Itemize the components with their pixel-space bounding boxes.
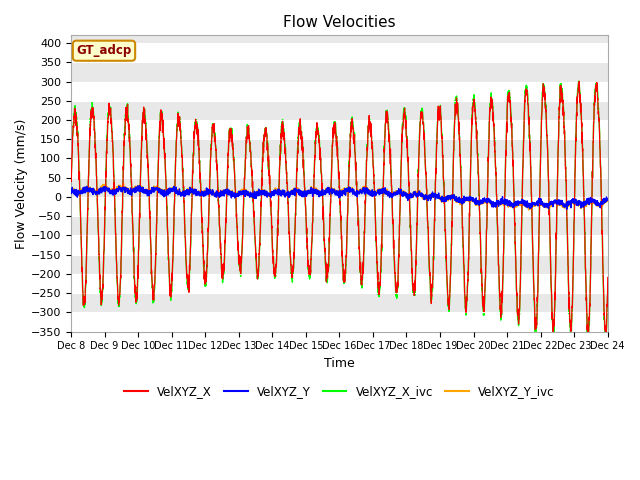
Bar bbox=[71, 120, 608, 139]
VelXYZ_Y_ivc bbox=[161, 190, 168, 196]
VelXYZ_Y_ivc bbox=[67, 188, 75, 193]
Title: Flow Velocities: Flow Velocities bbox=[283, 15, 396, 30]
VelXYZ_Y_ivc bbox=[120, 180, 127, 186]
VelXYZ_Y_ivc bbox=[604, 197, 612, 203]
VelXYZ_Y bbox=[296, 192, 304, 198]
Bar bbox=[71, 158, 608, 178]
VelXYZ_X_ivc bbox=[536, 209, 543, 215]
VelXYZ_X bbox=[273, 248, 281, 254]
VelXYZ_X_ivc bbox=[593, 84, 601, 89]
Bar bbox=[71, 43, 608, 62]
X-axis label: Time: Time bbox=[324, 357, 355, 370]
Line: VelXYZ_X: VelXYZ_X bbox=[71, 81, 608, 335]
Line: VelXYZ_Y: VelXYZ_Y bbox=[71, 186, 608, 209]
VelXYZ_Y bbox=[136, 183, 143, 189]
VelXYZ_Y bbox=[536, 199, 543, 205]
VelXYZ_Y_ivc bbox=[536, 199, 543, 205]
VelXYZ_X bbox=[536, 214, 543, 219]
VelXYZ_Y bbox=[594, 201, 602, 206]
VelXYZ_X bbox=[296, 117, 304, 123]
VelXYZ_X_ivc bbox=[273, 248, 281, 254]
VelXYZ_Y_ivc bbox=[129, 186, 136, 192]
Text: GT_adcp: GT_adcp bbox=[76, 44, 132, 57]
VelXYZ_Y_ivc bbox=[296, 192, 304, 197]
VelXYZ_X_ivc bbox=[602, 336, 610, 342]
VelXYZ_Y_ivc bbox=[273, 187, 281, 193]
VelXYZ_Y_ivc bbox=[525, 207, 532, 213]
VelXYZ_X bbox=[593, 88, 601, 94]
VelXYZ_X_ivc bbox=[67, 179, 75, 184]
Line: VelXYZ_Y_ivc: VelXYZ_Y_ivc bbox=[71, 183, 608, 210]
VelXYZ_Y bbox=[604, 197, 612, 203]
VelXYZ_Y bbox=[67, 189, 75, 194]
Bar bbox=[71, 235, 608, 255]
VelXYZ_X bbox=[67, 175, 75, 181]
VelXYZ_X bbox=[602, 332, 610, 337]
VelXYZ_X bbox=[160, 146, 168, 152]
VelXYZ_X bbox=[604, 275, 612, 280]
VelXYZ_X bbox=[129, 211, 136, 216]
VelXYZ_Y bbox=[273, 189, 281, 195]
Legend: VelXYZ_X, VelXYZ_Y, VelXYZ_X_ivc, VelXYZ_Y_ivc: VelXYZ_X, VelXYZ_Y, VelXYZ_X_ivc, VelXYZ… bbox=[120, 380, 559, 403]
VelXYZ_X_ivc bbox=[160, 142, 168, 148]
VelXYZ_Y_ivc bbox=[594, 202, 602, 207]
Y-axis label: Flow Velocity (mm/s): Flow Velocity (mm/s) bbox=[15, 118, 28, 249]
Bar bbox=[71, 274, 608, 293]
VelXYZ_X_ivc bbox=[604, 282, 612, 288]
VelXYZ_X bbox=[575, 78, 583, 84]
Bar bbox=[71, 197, 608, 216]
Bar bbox=[71, 312, 608, 332]
VelXYZ_Y bbox=[161, 191, 168, 196]
VelXYZ_Y bbox=[129, 189, 136, 195]
VelXYZ_X_ivc bbox=[575, 78, 582, 84]
Line: VelXYZ_X_ivc: VelXYZ_X_ivc bbox=[71, 81, 608, 339]
VelXYZ_X_ivc bbox=[296, 118, 304, 123]
VelXYZ_Y bbox=[563, 206, 571, 212]
VelXYZ_X_ivc bbox=[129, 209, 136, 215]
Bar bbox=[71, 82, 608, 101]
